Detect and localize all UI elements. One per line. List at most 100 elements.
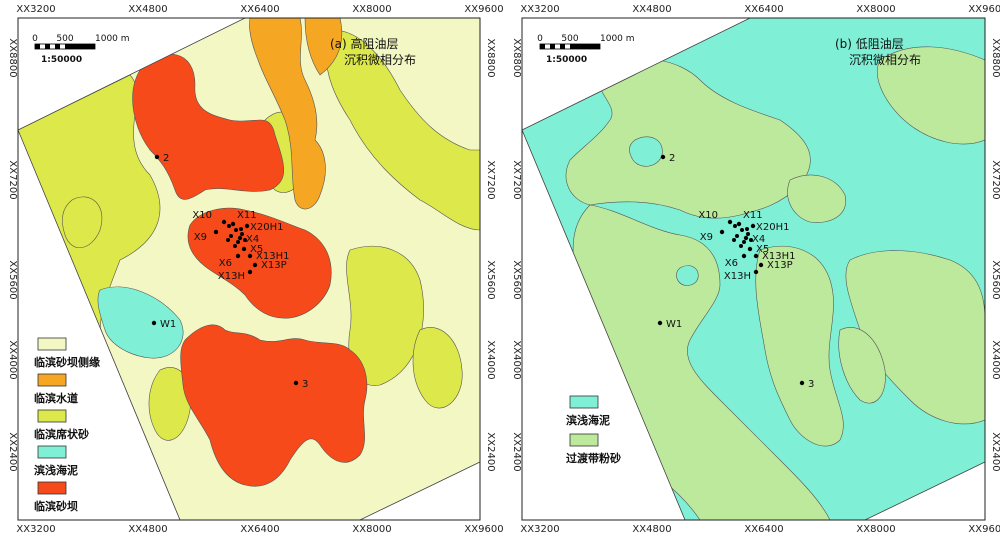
well-label: X13P <box>261 260 287 271</box>
well-dot <box>236 240 240 244</box>
legend-item: 临滨砂坝侧缘 <box>34 337 100 369</box>
well-dot <box>719 229 725 235</box>
x-tick-label-bottom: XX8000 <box>352 524 391 535</box>
sheet-sand-region <box>412 327 463 409</box>
well-marker: X13H <box>724 269 759 282</box>
well-dot <box>247 269 253 275</box>
well-dot <box>233 244 237 248</box>
legend-label: 临滨砂坝侧缘 <box>34 355 100 369</box>
transition-silt-region <box>838 327 886 404</box>
well-dot <box>230 221 236 227</box>
legend-item: 临滨水道 <box>34 373 78 405</box>
well-marker: X10 <box>698 210 733 225</box>
legend-item: 滨浅海泥 <box>566 395 610 427</box>
scale-bar: 0 500 1000 m 1:50000 <box>32 34 129 65</box>
legend-label: 临滨水道 <box>34 391 78 405</box>
well-dot <box>732 238 736 242</box>
legend-label: 滨浅海泥 <box>566 413 610 427</box>
well-label: X13H1 <box>256 251 289 262</box>
transition-silt-region <box>787 174 847 223</box>
well-dot <box>243 238 247 242</box>
well-dot <box>758 262 764 268</box>
well-dot <box>244 223 250 229</box>
legend-label: 过渡带粉砂 <box>566 451 621 465</box>
well-label: X9 <box>194 232 207 243</box>
y-tick-label-left: XX4000 <box>511 340 522 379</box>
well-label: X6 <box>219 258 232 269</box>
well-label: X13H1 <box>762 251 795 262</box>
x-tick-label-top: XX3200 <box>16 4 55 15</box>
x-tick-label-top: XX9600 <box>464 4 503 15</box>
x-tick-label-top: XX6400 <box>240 4 279 15</box>
legend-swatch <box>37 481 67 495</box>
well-label: X11 <box>743 210 763 221</box>
x-tick-label-top: XX8000 <box>856 4 895 15</box>
legend-label: 滨浅海泥 <box>34 463 78 477</box>
transition-silt-region <box>877 46 985 145</box>
panel-subtitle: 沉积微相分布 <box>849 53 921 67</box>
well-marker: X13P <box>758 260 793 271</box>
x-tick-label-top: XX6400 <box>744 4 783 15</box>
well-dot <box>237 235 243 241</box>
panel-b-low-resistivity-map <box>521 17 986 521</box>
legend-item: 滨浅海泥 <box>34 445 78 477</box>
well-dot <box>735 234 739 238</box>
well-marker: X4 <box>743 234 765 245</box>
scale-ratio: 1:50000 <box>41 55 82 65</box>
well-marker: X11 <box>736 210 763 227</box>
x-tick-label-bottom: XX4800 <box>128 524 167 535</box>
well-marker: X13H <box>218 269 253 282</box>
well-label: X5 <box>756 244 769 255</box>
well-marker: 3 <box>799 379 814 390</box>
well-label: 2 <box>669 153 675 164</box>
y-tick-label-left: XX5600 <box>7 260 18 299</box>
well-label: X13P <box>767 260 793 271</box>
well-label: X4 <box>246 234 259 245</box>
scale-label: 500 <box>561 34 578 44</box>
well-marker: X13H1 <box>247 251 289 262</box>
well-dot <box>740 228 744 232</box>
well-marker: X5 <box>241 244 263 255</box>
well-dot <box>741 253 747 259</box>
sheet-sand-region <box>325 29 480 231</box>
well-dot <box>753 269 759 275</box>
well-dot <box>293 380 299 386</box>
well-dot <box>753 253 759 259</box>
x-tick-label-top: XX3200 <box>520 4 559 15</box>
offshore-mud-region <box>629 136 663 167</box>
well-dot <box>660 154 666 160</box>
y-tick-label-left: XX7200 <box>511 160 522 199</box>
well-marker: X11 <box>230 210 257 227</box>
y-tick-label-right: XX5600 <box>990 260 1000 299</box>
well-dot <box>221 219 227 225</box>
scale-ratio: 1:50000 <box>546 55 587 65</box>
well-marker: X6 <box>725 253 747 269</box>
x-tick-label-bottom: XX9600 <box>968 524 1000 535</box>
x-tick-label-bottom: XX6400 <box>240 524 279 535</box>
well-label: 3 <box>302 379 308 390</box>
well-label: X5 <box>250 244 263 255</box>
well-dot <box>742 240 746 244</box>
well-dot <box>252 262 258 268</box>
well-dot <box>733 224 737 228</box>
well-dot <box>227 224 231 228</box>
offshore-mud-region <box>676 265 699 286</box>
legend-swatch <box>37 337 67 351</box>
panel-subtitle: 沉积微相分布 <box>344 53 416 67</box>
well-marker: 3 <box>293 379 308 390</box>
well-label: 3 <box>808 379 814 390</box>
well-dot <box>799 380 805 386</box>
well-dot <box>235 253 241 259</box>
well-dot <box>239 227 243 231</box>
legend-label: 临滨砂坝 <box>34 499 78 513</box>
y-tick-label-left: XX2400 <box>7 432 18 471</box>
x-tick-label-top: XX4800 <box>632 4 671 15</box>
well-dot <box>151 320 157 326</box>
sheet-sand-region <box>346 246 424 386</box>
legend-label: 临滨席状砂 <box>34 427 89 441</box>
x-tick-label-top: XX8000 <box>352 4 391 15</box>
scale-label: 1000 m <box>600 34 635 44</box>
well-dot <box>747 246 753 252</box>
well-dot <box>229 234 233 238</box>
